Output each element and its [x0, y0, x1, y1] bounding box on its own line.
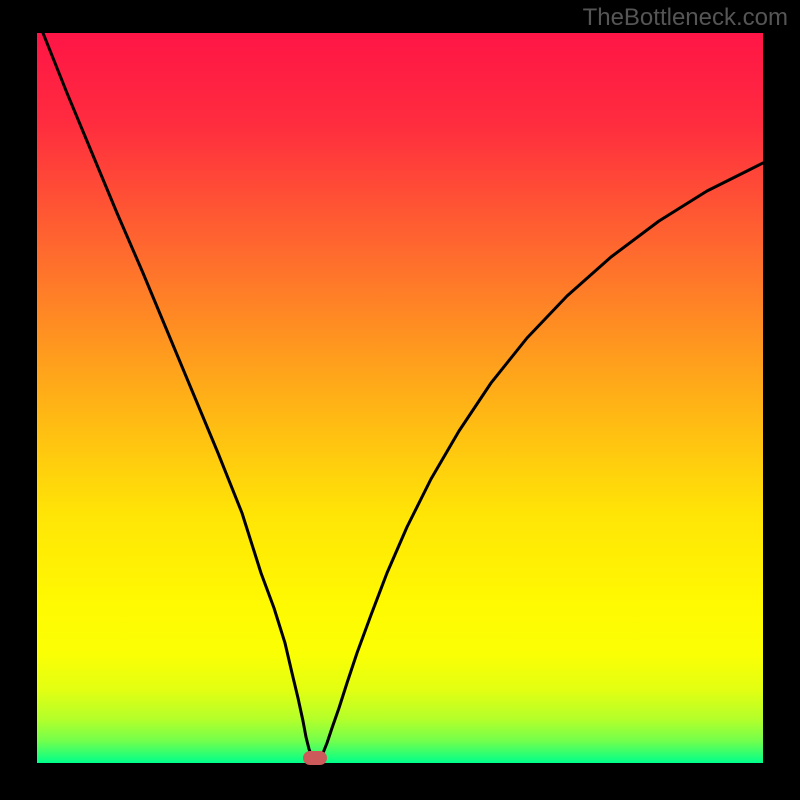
chart-container: TheBottleneck.com: [0, 0, 800, 800]
watermark-text: TheBottleneck.com: [583, 4, 788, 32]
minimum-marker: [303, 751, 327, 765]
curve-svg: [37, 33, 763, 763]
plot-area: [37, 33, 763, 763]
bottleneck-curve: [43, 33, 763, 763]
